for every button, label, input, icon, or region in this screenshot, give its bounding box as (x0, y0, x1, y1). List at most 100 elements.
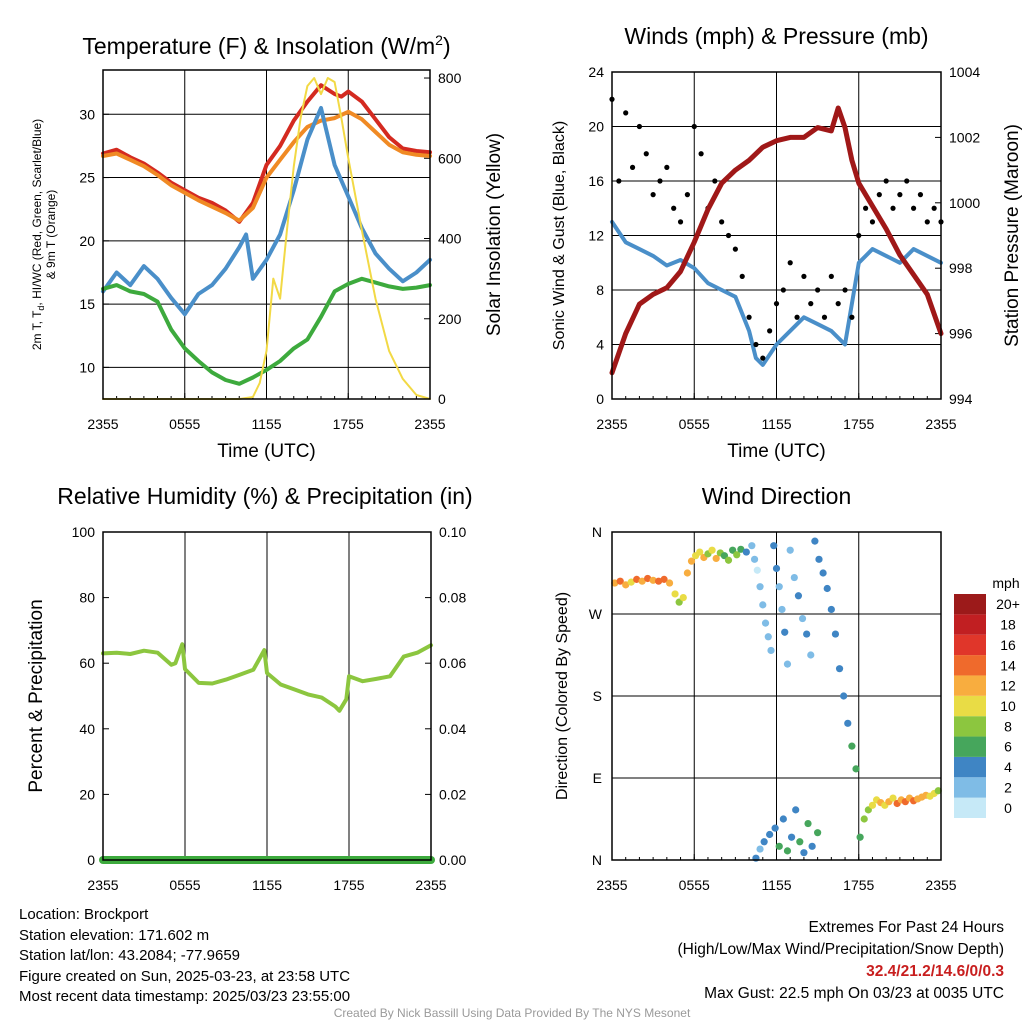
direction-point (840, 692, 848, 700)
gust-point (924, 219, 930, 225)
y-right-tick-label: 600 (438, 150, 462, 166)
latlon-text: Station lat/lon: 43.2084; -77.9659 (19, 947, 241, 964)
direction-point (764, 633, 772, 641)
direction-point (687, 557, 696, 565)
gust-point (719, 219, 725, 225)
direction-point (800, 849, 808, 857)
colorbar-swatch (954, 716, 986, 737)
y-tick-label: 60 (79, 655, 95, 671)
colorbar-label: 20+ (996, 596, 1020, 612)
y-right-tick-label: 200 (438, 311, 462, 327)
direction-point (627, 578, 635, 586)
colorbar-swatch (954, 777, 986, 798)
direction-point (770, 542, 778, 550)
gust-point (650, 192, 656, 198)
gust-point (732, 246, 738, 252)
x-tick-label: 2355 (87, 877, 118, 893)
direction-point (737, 545, 745, 553)
colorbar-label: 14 (1000, 657, 1016, 673)
direction-point (798, 614, 807, 623)
direction-point (671, 590, 679, 598)
y-right-axis-label: Solar Insolation (Yellow) (484, 133, 505, 336)
y-right-tick-label: 1004 (949, 64, 980, 80)
y-right-tick-label: 1000 (949, 195, 980, 211)
x-tick-label: 2355 (415, 877, 446, 893)
y-right-tick-label: 0.04 (439, 721, 466, 737)
y-tick-label: W (589, 606, 603, 622)
gust-point (828, 273, 834, 279)
direction-point (748, 542, 756, 550)
y-tick-label: 15 (79, 296, 95, 312)
wind-direction-chart: 2355 0555 1155 1755 2355 N E S W N Wind Direction D… (554, 483, 957, 893)
chart-title-tail: ) (443, 33, 451, 59)
x-tick-label: 0555 (679, 877, 710, 893)
y-tick-label: N (592, 852, 602, 868)
gust-point (684, 192, 690, 198)
direction-point (655, 577, 663, 585)
colorbar-swatch (954, 614, 986, 635)
direction-point (766, 830, 774, 839)
y-tick-label: 0 (596, 391, 604, 407)
speed-colorbar: mph 0 2 4 6 8 10 12 14 16 18 20+ (954, 575, 1020, 818)
direction-point (771, 824, 779, 832)
direction-point (660, 575, 668, 583)
gust-point (712, 178, 718, 184)
y-right-tick-label: 0.10 (439, 524, 466, 540)
x-tick-label: 0555 (169, 416, 200, 432)
colorbar-swatch (954, 756, 986, 778)
y-tick-label: 30 (79, 106, 95, 122)
gust-point (904, 178, 910, 184)
direction-point (712, 554, 720, 563)
elevation-text: Station elevation: 171.602 m (19, 926, 210, 944)
gust-point (698, 151, 704, 157)
y-right-tick-label: 994 (949, 391, 973, 407)
direction-point (804, 819, 812, 828)
direction-point (796, 838, 804, 846)
direction-point (756, 583, 764, 591)
direction-point (783, 660, 792, 668)
gust-point (849, 314, 855, 320)
y-label-part: 2m T, T (30, 310, 44, 350)
recent-text: Most recent data timestamp: 2025/03/23 2… (19, 988, 351, 1005)
direction-point (616, 577, 624, 585)
gust-point (931, 205, 937, 211)
y-tick-label: 12 (588, 228, 604, 244)
plot-border (611, 71, 942, 400)
colorbar-swatch (954, 797, 986, 818)
colorbar-swatch (954, 736, 986, 757)
gust-point (664, 164, 670, 170)
direction-point (756, 845, 764, 853)
direction-point (814, 829, 822, 837)
x-tick-label: 2355 (87, 416, 118, 432)
created-text: Figure created on Sun, 2025-03-23, at 23… (19, 967, 351, 985)
direction-point (622, 581, 630, 589)
gust-point (815, 287, 821, 293)
direction-point (860, 815, 868, 823)
y-tick-label: 0 (87, 852, 95, 868)
y-label-subscript: d (36, 306, 46, 311)
direction-point (934, 787, 942, 795)
direction-point (760, 838, 768, 846)
gust-point (629, 164, 636, 170)
y-right-tick-label: 1002 (949, 129, 980, 145)
max-gust-text: Max Gust: 22.5 mph On 03/23 at 0035 UTC (704, 985, 1004, 1002)
direction-point (790, 573, 798, 582)
x-tick-label: 2355 (925, 416, 956, 432)
direction-point (808, 842, 816, 850)
chart-title: Wind Direction (702, 483, 852, 509)
direction-point (835, 665, 844, 673)
gust-point (739, 273, 745, 279)
y-tick-label: 100 (72, 524, 96, 540)
direction-point (708, 546, 716, 554)
gust-point (787, 260, 793, 266)
direction-point (868, 801, 877, 809)
direction-point (759, 601, 767, 609)
chart-title: Temperature (F) & Insolation (W/m2) (82, 32, 450, 59)
direction-point (753, 566, 761, 574)
x-tick-label: 1155 (252, 877, 282, 893)
x-tick-label: 1755 (843, 416, 874, 432)
gust-point (869, 219, 876, 225)
gust-point (746, 314, 752, 320)
colorbar-swatch (954, 695, 986, 717)
